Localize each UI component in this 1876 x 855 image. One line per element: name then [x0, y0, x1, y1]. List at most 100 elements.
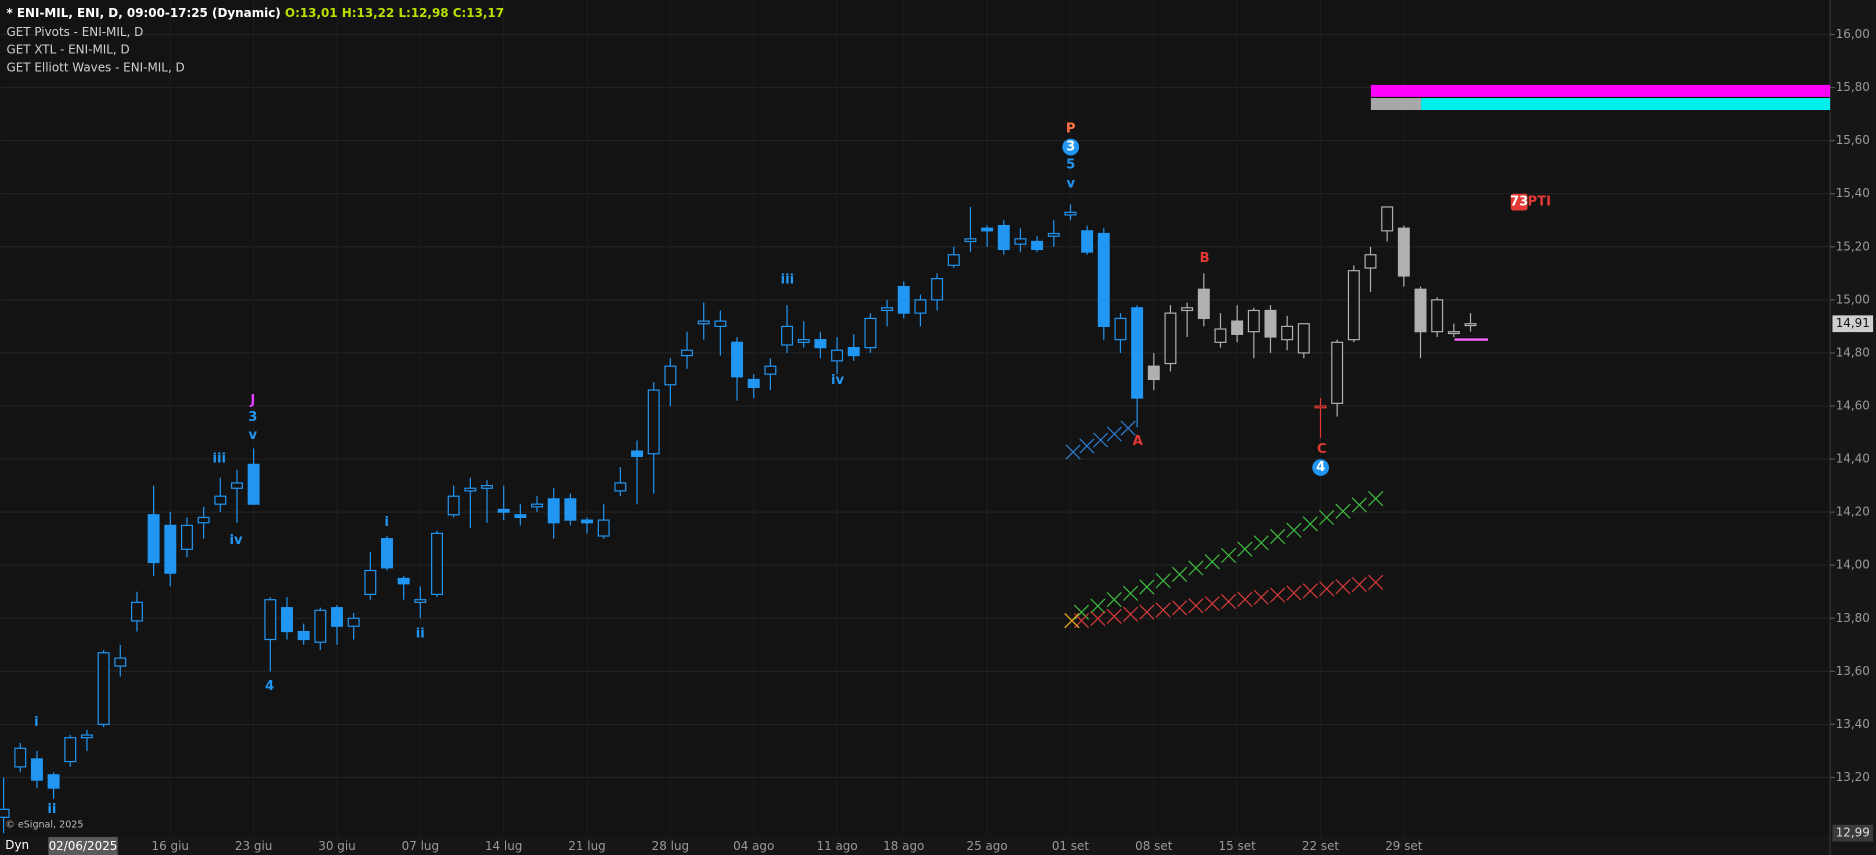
- candle-body: [647, 389, 660, 455]
- xtl-marker: [1090, 598, 1106, 614]
- candle-body: [997, 224, 1010, 251]
- xtl-marker: [1155, 573, 1171, 589]
- xtl-marker: [1302, 583, 1318, 599]
- xtl-marker: [1351, 576, 1367, 593]
- candle-body: [1031, 240, 1044, 251]
- candle-body: [230, 482, 243, 489]
- wave-label: P: [1066, 122, 1076, 137]
- x-tick-label: 14 lug: [485, 839, 522, 853]
- candle-body: [447, 495, 460, 516]
- candle-body: [347, 617, 360, 627]
- xtl-marker: [1106, 592, 1122, 608]
- candle-body: [614, 482, 627, 492]
- xtl-marker: [1188, 560, 1204, 576]
- x-tick-label: 07 lug: [402, 839, 439, 853]
- candle-body: [897, 285, 910, 314]
- wave-label: 4: [265, 679, 274, 694]
- price-box-label: 12,99: [1836, 826, 1870, 840]
- xtl-marker: [1106, 426, 1122, 442]
- candle-body: [764, 365, 777, 375]
- candle-body: [314, 609, 327, 643]
- xtl-marker: [1319, 581, 1335, 597]
- xtl-marker: [1351, 497, 1367, 513]
- xtl-marker: [1073, 604, 1090, 620]
- wave-label: J: [249, 393, 255, 408]
- xtl-marker: [1302, 516, 1318, 532]
- xtl-marker: [1319, 509, 1335, 526]
- candles: [0, 204, 1477, 834]
- xtl-marker: [1171, 600, 1188, 616]
- x-tick-label: 04 ago: [733, 839, 774, 853]
- y-tick-label: 14,40: [1836, 452, 1870, 466]
- wave-label: 4: [1316, 460, 1325, 475]
- xtl-marker: [1106, 608, 1122, 624]
- wave-label: i: [34, 715, 39, 730]
- candle-body: [164, 524, 177, 574]
- candle-body: [1064, 211, 1077, 216]
- x-tick-label: 30 giu: [318, 839, 355, 853]
- candle-body: [364, 569, 377, 595]
- date-highlight: [48, 837, 118, 855]
- xtl-marker: [1139, 579, 1155, 595]
- candle-body: [1214, 328, 1227, 343]
- candle-body: [431, 532, 443, 595]
- pivot-band: [1370, 84, 1831, 97]
- candle-body: [381, 538, 393, 569]
- candle-body: [1097, 232, 1110, 327]
- candle-body: [331, 607, 343, 627]
- wave-label: i: [384, 515, 389, 530]
- candle-body: [1414, 288, 1427, 333]
- candle-body: [931, 278, 944, 301]
- candle-body: [514, 514, 527, 519]
- y-tick-label: 15,80: [1836, 80, 1870, 94]
- wave-label: 5: [1066, 158, 1075, 173]
- y-tick-label: 13,80: [1836, 611, 1870, 625]
- candle-body: [1364, 254, 1377, 269]
- wave-label: PTI: [1528, 195, 1551, 210]
- candle-body: [881, 307, 894, 312]
- xtl-marker: [1204, 596, 1220, 612]
- x-tick-label: 16 giu: [152, 839, 189, 853]
- candle-body: [464, 487, 477, 492]
- candle-body: [1197, 288, 1210, 320]
- candle-body: [1447, 331, 1460, 335]
- y-tick-label: 16,00: [1836, 27, 1870, 41]
- candle-body: [1281, 325, 1294, 341]
- candle-body: [214, 495, 227, 505]
- xtl-marker: [1237, 591, 1253, 607]
- wave-circle: [1062, 138, 1080, 156]
- price-box: [1832, 315, 1874, 333]
- wave-label: 73: [1510, 195, 1528, 210]
- xtl-marker: [1065, 444, 1081, 460]
- xtl-marker: [1139, 604, 1155, 620]
- price-box-label: 14,91: [1836, 316, 1870, 330]
- x-tick-label: 02/06/2025: [49, 839, 118, 853]
- study-label: GET XTL - ENI-MIL, D: [6, 43, 129, 57]
- pivot-band: [1421, 98, 1831, 111]
- xtl-marker: [1122, 606, 1139, 622]
- xtl-marker: [1093, 432, 1109, 448]
- candle-body: [564, 498, 577, 521]
- y-tick-label: 15,60: [1836, 133, 1870, 147]
- wave-label: iv: [831, 373, 845, 388]
- y-tick-label: 13,60: [1836, 664, 1870, 678]
- candle-body: [147, 514, 160, 564]
- candle-body: [47, 774, 60, 789]
- xtl-marker: [1188, 598, 1204, 614]
- candle-body: [631, 450, 644, 458]
- x-tick-label: 21 lug: [568, 839, 605, 853]
- candle-body: [1381, 206, 1394, 232]
- wave-label: iv: [230, 533, 244, 548]
- candle-body: [1081, 230, 1094, 253]
- x-tick-label: 25 ago: [967, 839, 1008, 853]
- xtl-marker: [1171, 566, 1188, 582]
- candle-body: [197, 516, 210, 524]
- candle-body: [114, 657, 127, 667]
- wave-label: v: [249, 428, 258, 443]
- candle-body: [1014, 238, 1027, 245]
- candle-body: [1047, 232, 1060, 237]
- x-tick-label: 18 ago: [883, 839, 924, 853]
- candle-body: [681, 349, 694, 357]
